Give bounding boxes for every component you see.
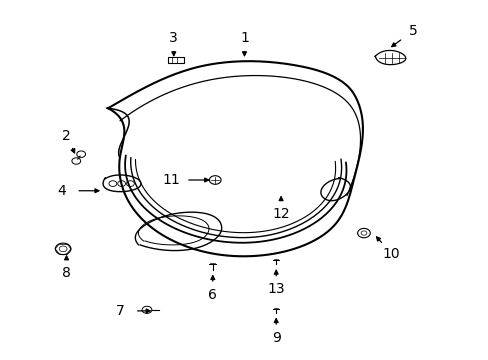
Text: 6: 6 xyxy=(208,288,217,302)
Text: 10: 10 xyxy=(382,247,400,261)
Text: 5: 5 xyxy=(408,24,417,38)
Text: 12: 12 xyxy=(272,207,289,221)
FancyBboxPatch shape xyxy=(167,57,183,63)
Text: 1: 1 xyxy=(240,31,248,45)
Text: 2: 2 xyxy=(62,129,71,143)
Text: 13: 13 xyxy=(267,282,285,296)
Text: 7: 7 xyxy=(116,304,124,318)
Text: 8: 8 xyxy=(62,266,71,280)
Text: 9: 9 xyxy=(271,331,280,345)
Text: 4: 4 xyxy=(57,184,66,198)
Text: 3: 3 xyxy=(169,31,178,45)
Text: 11: 11 xyxy=(162,173,180,187)
